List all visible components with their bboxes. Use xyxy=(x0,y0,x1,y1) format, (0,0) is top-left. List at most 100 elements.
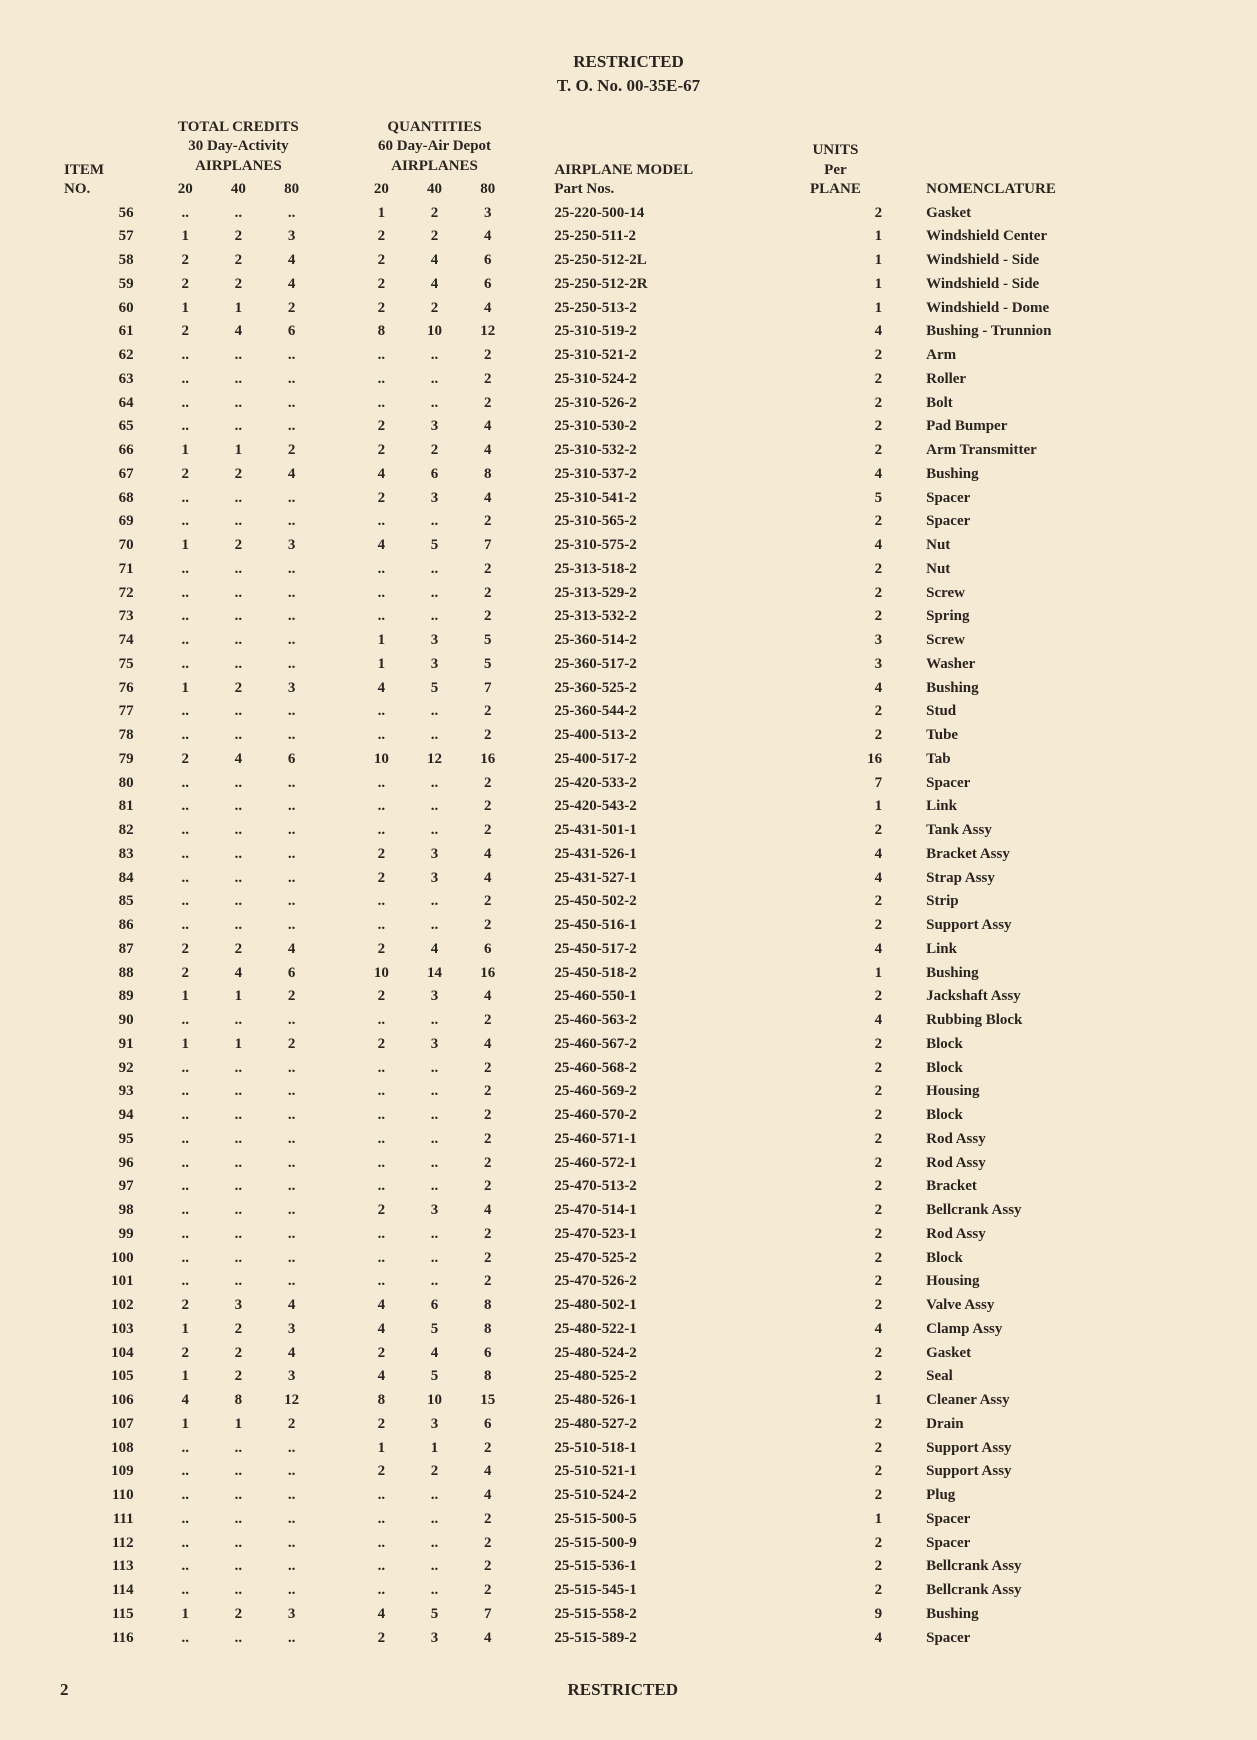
credit-20: .. xyxy=(159,1627,212,1651)
qty-80: 2 xyxy=(461,1057,514,1081)
qty-40: .. xyxy=(408,1532,461,1556)
credit-40: .. xyxy=(212,795,265,819)
qty-40: .. xyxy=(408,1009,461,1033)
qty-20: 2 xyxy=(355,1033,408,1057)
qty-20: .. xyxy=(355,1009,408,1033)
units-per-plane: 7 xyxy=(785,772,922,796)
page-footer: 2 RESTRICTED xyxy=(60,1680,1197,1700)
item-no: 69 xyxy=(60,510,159,534)
item-no: 81 xyxy=(60,795,159,819)
qty-80: 4 xyxy=(461,297,514,321)
table-row: 83......23425-431-526-14Bracket Assy xyxy=(60,843,1197,867)
part-number: 25-310-526-2 xyxy=(514,392,784,416)
qty-40: 3 xyxy=(408,843,461,867)
credit-80: .. xyxy=(265,1080,318,1104)
qty-40: 3 xyxy=(408,1033,461,1057)
credit-40: 2 xyxy=(212,1603,265,1627)
qty-80: 2 xyxy=(461,1223,514,1247)
qty-80: 2 xyxy=(461,558,514,582)
qty-20: .. xyxy=(355,368,408,392)
nomenclature: Gasket xyxy=(922,1342,1197,1366)
units-per-plane: 1 xyxy=(785,273,922,297)
qty-20: .. xyxy=(355,1532,408,1556)
qty-80: 8 xyxy=(461,1294,514,1318)
item-no: 96 xyxy=(60,1152,159,1176)
qty-80: 2 xyxy=(461,1247,514,1271)
nomenclature: Spacer xyxy=(922,1627,1197,1651)
item-no: 73 xyxy=(60,605,159,629)
qty-40: .. xyxy=(408,1247,461,1271)
credit-20: 2 xyxy=(159,249,212,273)
part-number: 25-480-525-2 xyxy=(514,1365,784,1389)
qty-40: .. xyxy=(408,605,461,629)
table-row: 90..........225-460-563-24Rubbing Block xyxy=(60,1009,1197,1033)
table-row: 96..........225-460-572-12Rod Assy xyxy=(60,1152,1197,1176)
item-no: 89 xyxy=(60,985,159,1009)
qty-40: 5 xyxy=(408,1318,461,1342)
qty-20: 2 xyxy=(355,938,408,962)
item-no: 76 xyxy=(60,677,159,701)
table-row: 6011222425-250-513-21Windshield - Dome xyxy=(60,297,1197,321)
units-per-plane: 2 xyxy=(785,1270,922,1294)
qty-80: 4 xyxy=(461,225,514,249)
table-header: ITEMNO. TOTAL CREDITS30 Day-ActivityAIRP… xyxy=(60,118,1197,202)
item-no: 77 xyxy=(60,700,159,724)
credit-40: .. xyxy=(212,1247,265,1271)
qty-40: 2 xyxy=(408,439,461,463)
credit-20: .. xyxy=(159,1199,212,1223)
units-per-plane: 2 xyxy=(785,985,922,1009)
credit-80: 3 xyxy=(265,1365,318,1389)
credit-40: .. xyxy=(212,914,265,938)
credit-20: .. xyxy=(159,582,212,606)
credit-80: .. xyxy=(265,1009,318,1033)
qty-80: 8 xyxy=(461,1365,514,1389)
qty-40: 3 xyxy=(408,985,461,1009)
part-number: 25-460-570-2 xyxy=(514,1104,784,1128)
part-number: 25-400-517-2 xyxy=(514,748,784,772)
credit-80: .. xyxy=(265,867,318,891)
credit-20: 2 xyxy=(159,463,212,487)
credit-40: 1 xyxy=(212,1413,265,1437)
credit-40: .. xyxy=(212,1627,265,1651)
units-per-plane: 4 xyxy=(785,677,922,701)
table-row: 84......23425-431-527-14Strap Assy xyxy=(60,867,1197,891)
units-per-plane: 2 xyxy=(785,914,922,938)
nomenclature: Plug xyxy=(922,1484,1197,1508)
credit-20: .. xyxy=(159,1152,212,1176)
credit-40: .. xyxy=(212,890,265,914)
credit-20: 1 xyxy=(159,677,212,701)
units-per-plane: 4 xyxy=(785,534,922,558)
credit-40: .. xyxy=(212,368,265,392)
credit-20: .. xyxy=(159,1555,212,1579)
qty-20: 2 xyxy=(355,487,408,511)
units-per-plane: 2 xyxy=(785,1365,922,1389)
table-row: 109......22425-510-521-12Support Assy xyxy=(60,1460,1197,1484)
credit-20: .. xyxy=(159,1128,212,1152)
qty-80: 4 xyxy=(461,439,514,463)
credit-40: .. xyxy=(212,1223,265,1247)
nomenclature: Bracket Assy xyxy=(922,843,1197,867)
units-per-plane: 2 xyxy=(785,1555,922,1579)
qty-20: .. xyxy=(355,1508,408,1532)
qty-80: 2 xyxy=(461,1009,514,1033)
units-per-plane: 3 xyxy=(785,653,922,677)
credit-40: .. xyxy=(212,772,265,796)
credit-20: .. xyxy=(159,772,212,796)
item-no: 78 xyxy=(60,724,159,748)
part-number: 25-515-500-5 xyxy=(514,1508,784,1532)
qty-80: 4 xyxy=(461,867,514,891)
qty-20: 2 xyxy=(355,297,408,321)
qty-40: 3 xyxy=(408,867,461,891)
qty-20: 1 xyxy=(355,1437,408,1461)
credit-40: .. xyxy=(212,1104,265,1128)
table-row: 110..........425-510-524-22Plug xyxy=(60,1484,1197,1508)
qty-40: 2 xyxy=(408,225,461,249)
credit-20: .. xyxy=(159,510,212,534)
qty-40: .. xyxy=(408,558,461,582)
part-number: 25-400-513-2 xyxy=(514,724,784,748)
units-per-plane: 2 xyxy=(785,890,922,914)
nomenclature: Bushing xyxy=(922,677,1197,701)
nomenclature: Strip xyxy=(922,890,1197,914)
units-per-plane: 2 xyxy=(785,392,922,416)
qty-20: 4 xyxy=(355,1365,408,1389)
